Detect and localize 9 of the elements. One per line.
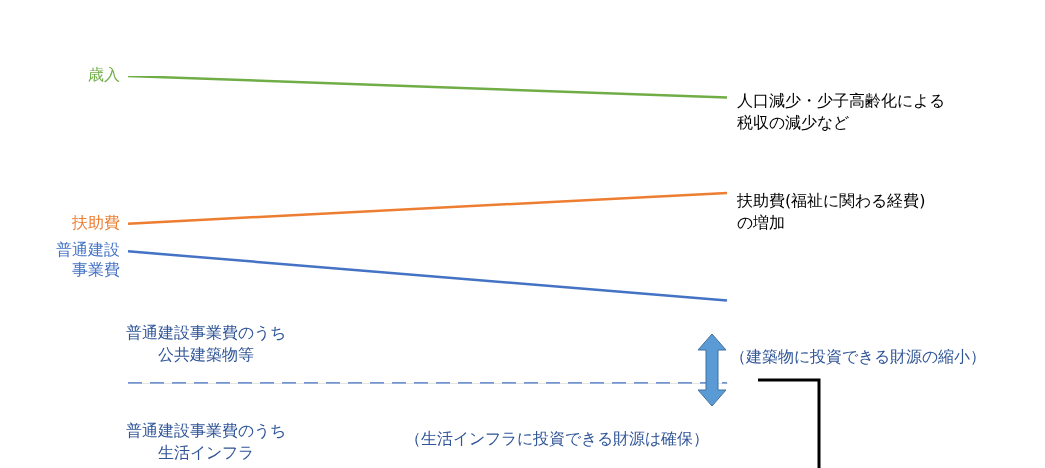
annotation: 扶助費(福祉に関わる経費)の増加 xyxy=(737,190,927,234)
annotation: （建築物に投資できる財源の縮小） xyxy=(730,346,986,368)
text: （生活インフラに投資できる財源は確保） xyxy=(405,428,709,450)
series-label: 扶助費 xyxy=(71,212,120,232)
annotation: 人口減少・少子高齢化による税収の減少など xyxy=(737,90,946,134)
series-label: 歳入 xyxy=(88,65,120,85)
annotation: 普通建設事業費のうち公共建築物等 xyxy=(125,322,287,366)
text: 普通建設事業費のうち生活インフラ xyxy=(125,420,287,464)
series-label: 普通建設事業費 xyxy=(56,240,120,280)
